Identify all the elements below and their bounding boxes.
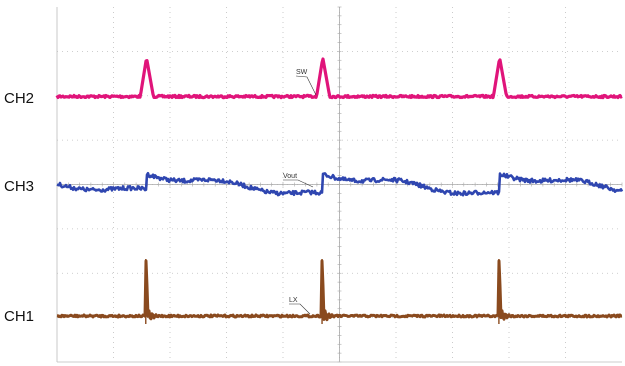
trace-tag-vout: Vout	[283, 173, 297, 180]
channel-label-ch1: CH1	[4, 308, 34, 325]
trace-tag-lx: LX	[289, 297, 298, 304]
channel-label-ch3: CH3	[4, 178, 34, 195]
trace-tag-leader-lx	[289, 304, 310, 314]
trace-tag-leader-vout	[283, 180, 313, 187]
trace-tag-leader-sw	[296, 76, 316, 95]
scope-grid	[57, 7, 622, 362]
trace-tag-sw: SW	[296, 69, 308, 76]
channel-label-ch2: CH2	[4, 90, 34, 107]
